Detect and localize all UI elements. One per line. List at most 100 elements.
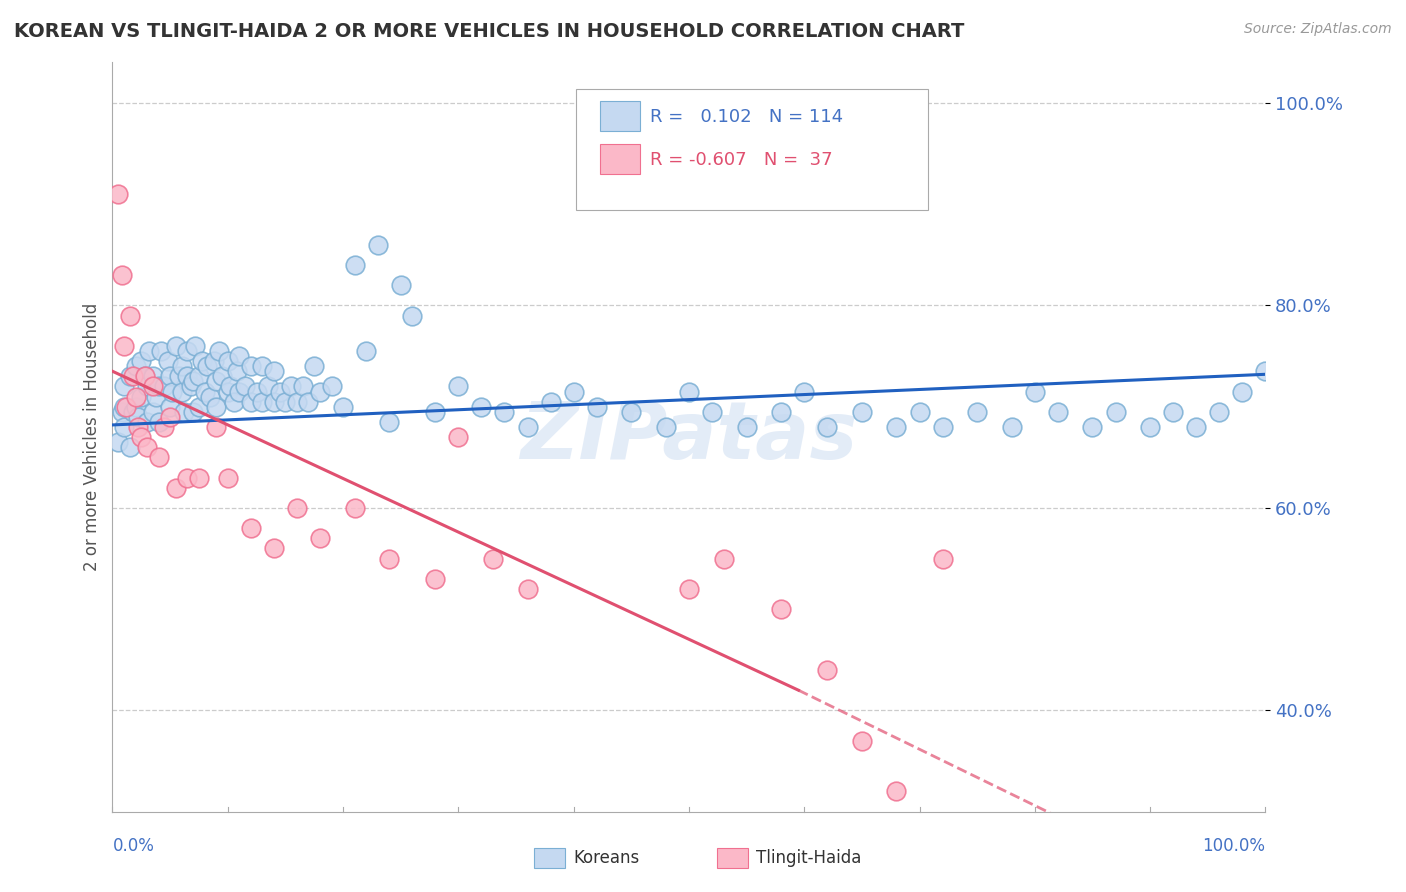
Point bbox=[148, 450, 170, 465]
Point bbox=[217, 470, 239, 484]
Point bbox=[713, 551, 735, 566]
Point bbox=[304, 359, 326, 374]
Point bbox=[389, 278, 412, 293]
Text: R = -0.607   N =  37: R = -0.607 N = 37 bbox=[650, 151, 832, 169]
Point bbox=[252, 394, 274, 409]
Point bbox=[1208, 405, 1230, 419]
Point bbox=[127, 420, 149, 434]
Point bbox=[159, 369, 181, 384]
Point bbox=[263, 364, 285, 378]
Point bbox=[516, 420, 538, 434]
Point bbox=[966, 405, 988, 419]
Point bbox=[735, 420, 758, 434]
Text: ZIPatas: ZIPatas bbox=[520, 398, 858, 476]
Point bbox=[176, 470, 198, 484]
Point bbox=[207, 344, 229, 359]
Point bbox=[149, 344, 172, 359]
Point bbox=[263, 394, 285, 409]
Point bbox=[129, 354, 153, 368]
Point bbox=[205, 420, 228, 434]
Point bbox=[425, 572, 447, 586]
Text: KOREAN VS TLINGIT-HAIDA 2 OR MORE VEHICLES IN HOUSEHOLD CORRELATION CHART: KOREAN VS TLINGIT-HAIDA 2 OR MORE VEHICL… bbox=[14, 22, 965, 41]
Point bbox=[1024, 384, 1046, 399]
Point bbox=[159, 409, 181, 424]
Point bbox=[269, 384, 291, 399]
Point bbox=[297, 394, 319, 409]
Point bbox=[908, 405, 931, 419]
Point bbox=[309, 532, 332, 546]
Point bbox=[1046, 405, 1069, 419]
Point bbox=[124, 390, 146, 404]
Point bbox=[494, 405, 516, 419]
Point bbox=[285, 500, 308, 515]
Point bbox=[482, 551, 505, 566]
Point bbox=[142, 379, 165, 393]
Point bbox=[112, 420, 135, 434]
Point bbox=[562, 384, 585, 399]
Point bbox=[138, 344, 160, 359]
Point bbox=[291, 379, 314, 393]
Point bbox=[115, 400, 138, 414]
Point bbox=[1081, 420, 1104, 434]
Point bbox=[129, 390, 153, 404]
Point bbox=[401, 309, 423, 323]
Point bbox=[540, 394, 562, 409]
Point bbox=[153, 420, 176, 434]
Point bbox=[173, 405, 195, 419]
Point bbox=[112, 339, 135, 353]
Point bbox=[200, 390, 222, 404]
Point bbox=[169, 369, 191, 384]
Point bbox=[176, 344, 198, 359]
Point bbox=[851, 734, 873, 748]
Point bbox=[367, 237, 389, 252]
Text: Tlingit-Haida: Tlingit-Haida bbox=[756, 849, 862, 867]
Point bbox=[886, 784, 908, 798]
Point bbox=[112, 379, 135, 393]
Point bbox=[107, 187, 129, 202]
Point bbox=[191, 354, 214, 368]
Point bbox=[118, 440, 141, 454]
Point bbox=[107, 435, 129, 450]
Point bbox=[332, 400, 354, 414]
Point bbox=[1232, 384, 1254, 399]
Point bbox=[188, 400, 211, 414]
Point bbox=[1161, 405, 1184, 419]
Point bbox=[931, 420, 953, 434]
Point bbox=[184, 339, 207, 353]
Point bbox=[815, 420, 838, 434]
Point bbox=[228, 384, 250, 399]
Point bbox=[176, 369, 198, 384]
Point bbox=[170, 384, 193, 399]
Point bbox=[886, 420, 908, 434]
Point bbox=[700, 405, 723, 419]
Point bbox=[202, 354, 225, 368]
Point bbox=[148, 415, 170, 429]
Point bbox=[136, 415, 159, 429]
Point bbox=[1001, 420, 1024, 434]
Point bbox=[516, 582, 538, 596]
Point bbox=[165, 339, 187, 353]
Point bbox=[222, 394, 245, 409]
Point bbox=[112, 400, 135, 414]
Point bbox=[343, 500, 366, 515]
Point bbox=[118, 369, 141, 384]
Point bbox=[122, 405, 145, 419]
Point bbox=[1254, 364, 1277, 378]
Text: 100.0%: 100.0% bbox=[1202, 837, 1265, 855]
Point bbox=[233, 379, 256, 393]
Point bbox=[181, 375, 204, 389]
Point bbox=[217, 354, 239, 368]
Point bbox=[129, 430, 153, 444]
Point bbox=[620, 405, 643, 419]
Point bbox=[585, 400, 607, 414]
Point bbox=[280, 379, 302, 393]
Point bbox=[257, 379, 280, 393]
Point bbox=[321, 379, 343, 393]
Point bbox=[239, 359, 262, 374]
Point bbox=[447, 379, 470, 393]
Y-axis label: 2 or more Vehicles in Household: 2 or more Vehicles in Household bbox=[83, 303, 101, 571]
Point bbox=[678, 384, 700, 399]
Point bbox=[815, 663, 838, 677]
Point bbox=[205, 400, 228, 414]
Point bbox=[111, 405, 134, 419]
